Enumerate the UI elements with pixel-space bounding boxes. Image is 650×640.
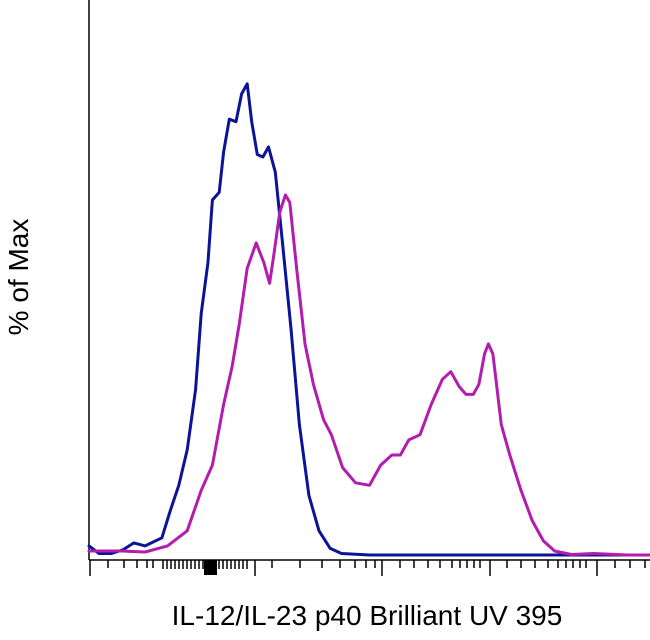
series-line-2: [87, 193, 650, 557]
series-layer: [87, 82, 650, 557]
y-axis-title: % of Max: [3, 219, 34, 336]
plot-frame: [88, 0, 650, 561]
x-axis-title: IL-12/IL-23 p40 Brilliant UV 395: [172, 600, 563, 631]
x-tick-cluster-block: [204, 560, 217, 575]
series-line-1: [87, 82, 650, 557]
x-axis-ticks: [89, 560, 646, 576]
